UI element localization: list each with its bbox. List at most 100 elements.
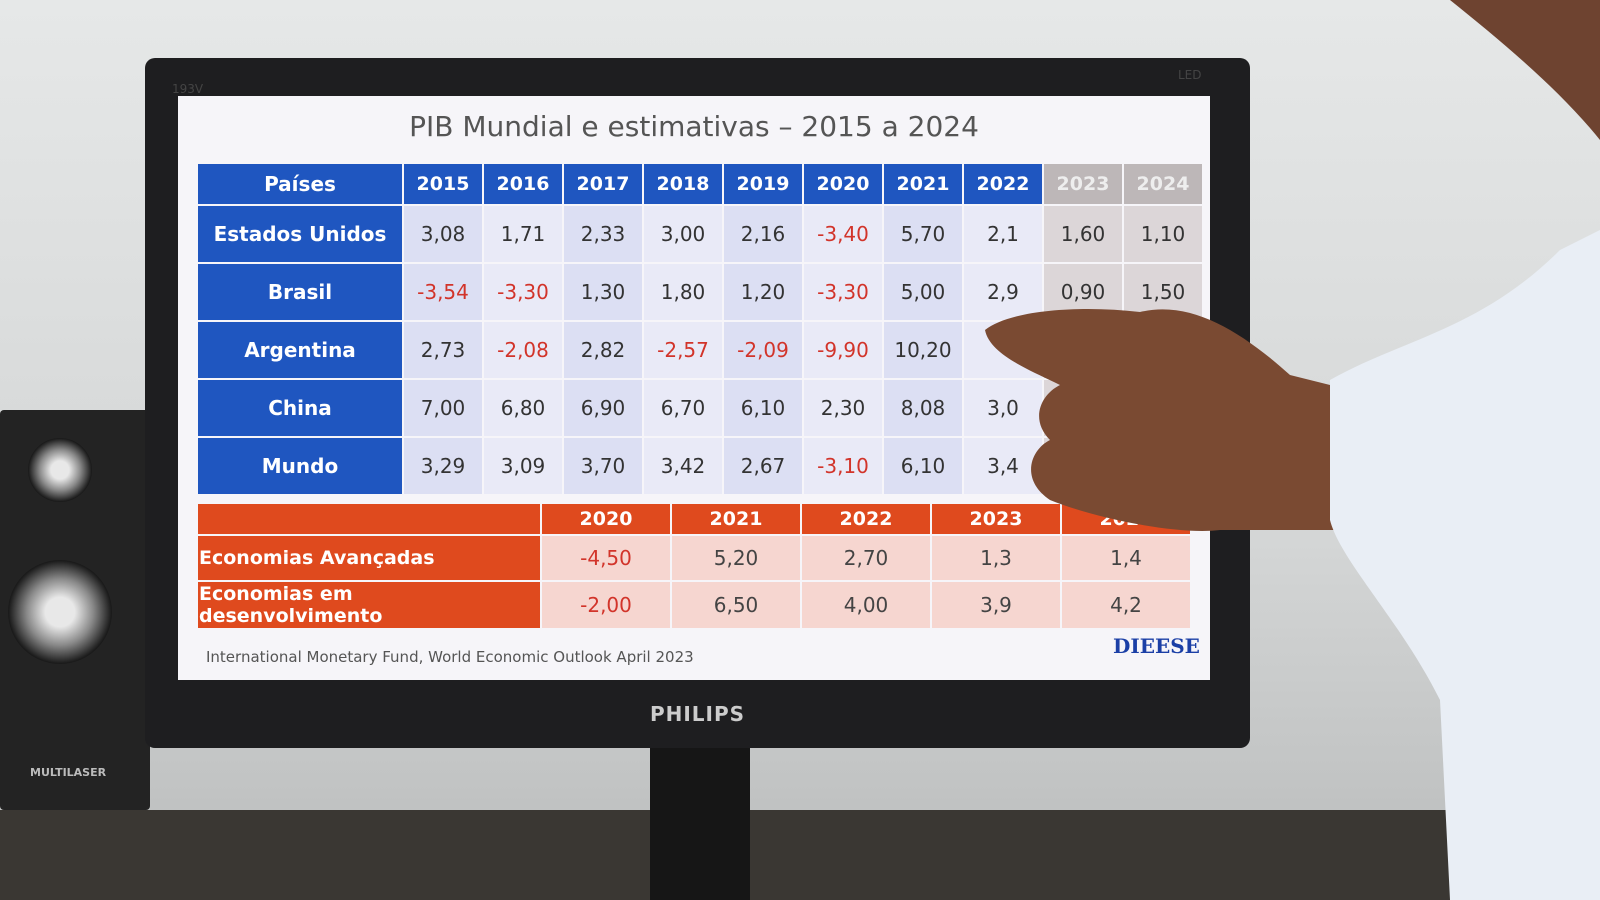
header-row: Países 2015 2016 2017 2018 2019 2020 2021 2022 20… xyxy=(198,164,1202,204)
gdp-cell: -2,09 xyxy=(724,322,802,378)
year-header: 2020 xyxy=(804,164,882,204)
gdp-cell: 7,00 xyxy=(404,380,482,436)
gdp-table: Países 2015 2016 2017 2018 2019 2020 2021 2022 20… xyxy=(196,162,1204,496)
gdp-cell: -9,90 xyxy=(804,322,882,378)
monitor-badge: LED xyxy=(1178,68,1202,82)
gdp-cell: -3,10 xyxy=(804,438,882,494)
gdp-cell: 6,10 xyxy=(884,438,962,494)
gdp-cell: 1,10 xyxy=(1124,206,1202,262)
gdp-cell: 6,10 xyxy=(724,380,802,436)
monitor-stand xyxy=(650,745,750,900)
gdp-cell: 2,30 xyxy=(804,380,882,436)
country-row: Estados Unidos 3,08 1,71 2,33 3,00 2,16 -3,40 5… xyxy=(198,206,1202,262)
speaker-brand: MULTILASER xyxy=(30,766,107,779)
year-header: 2022 xyxy=(802,504,930,534)
gdp-cell: 3,70 xyxy=(564,438,642,494)
gdp-cell: 3,00 xyxy=(644,206,722,262)
gdp-cell: -3,30 xyxy=(804,264,882,320)
gdp-cell: -2,00 xyxy=(542,582,670,628)
face xyxy=(1450,0,1600,140)
source-note: International Monetary Fund, World Econo… xyxy=(206,648,694,666)
gdp-cell: 1,80 xyxy=(644,264,722,320)
gdp-cell: 4,2 xyxy=(1062,582,1190,628)
economy-row: Economias Avançadas -4,50 5,20 2,70 1,3 1,4 xyxy=(198,536,1190,580)
speaker xyxy=(0,410,150,810)
gdp-cell: 6,80 xyxy=(484,380,562,436)
monitor-brand: PHILIPS xyxy=(649,702,746,726)
gdp-cell: 5,70 xyxy=(884,206,962,262)
speaker-tweeter xyxy=(28,438,92,502)
gdp-cell: 3,0 xyxy=(964,380,1042,436)
economy-label: Economias em desenvolvimento xyxy=(198,582,540,628)
year-header: 2018 xyxy=(644,164,722,204)
year-header: 2021 xyxy=(672,504,800,534)
hand xyxy=(985,309,1360,531)
gdp-cell: 4,00 xyxy=(802,582,930,628)
gdp-cell: 2,1 xyxy=(964,206,1042,262)
gdp-cell: 2,9 xyxy=(964,264,1042,320)
gdp-cell: -2,08 xyxy=(484,322,562,378)
gdp-cell: 3,08 xyxy=(404,206,482,262)
country-label: Brasil xyxy=(198,264,402,320)
gdp-cell: 3,9 xyxy=(932,582,1060,628)
gdp-cell: 2,73 xyxy=(404,322,482,378)
year-header: 2019 xyxy=(724,164,802,204)
gdp-cell: 6,50 xyxy=(672,582,800,628)
slide-title: PIB Mundial e estimativas – 2015 a 2024 xyxy=(409,110,979,143)
gdp-cell: 1,4 xyxy=(1062,536,1190,580)
gdp-cell: -3,40 xyxy=(804,206,882,262)
country-label: Estados Unidos xyxy=(198,206,402,262)
gdp-cell: -3,30 xyxy=(484,264,562,320)
economy-label: Economias Avançadas xyxy=(198,536,540,580)
gdp-cell: -2,57 xyxy=(644,322,722,378)
gdp-cell: 2,67 xyxy=(724,438,802,494)
year-header: 2023 xyxy=(932,504,1060,534)
year-header: 2024 xyxy=(1124,164,1202,204)
year-header: 2017 xyxy=(564,164,642,204)
slide: PIB Mundial e estimativas – 2015 a 2024 … xyxy=(178,96,1210,680)
year-header: 2023 xyxy=(1044,164,1122,204)
gdp-cell: 6,70 xyxy=(644,380,722,436)
gdp-cell: 6,90 xyxy=(564,380,642,436)
header-cell xyxy=(198,504,540,534)
gdp-cell: 3,09 xyxy=(484,438,562,494)
gdp-cell: 10,20 xyxy=(884,322,962,378)
economy-row: Economias em desenvolvimento -2,00 6,50 4,0… xyxy=(198,582,1190,628)
gdp-cell: 2,70 xyxy=(802,536,930,580)
shirt-sleeve xyxy=(1330,230,1600,900)
economies-table: 20202021202220232024Economias Avançadas-… xyxy=(196,502,1192,630)
gdp-cell: -3,54 xyxy=(404,264,482,320)
gdp-cell: 2,33 xyxy=(564,206,642,262)
gdp-cell: 5,00 xyxy=(884,264,962,320)
gdp-cell: 8,08 xyxy=(884,380,962,436)
gdp-cell: 1,30 xyxy=(564,264,642,320)
year-header: 2015 xyxy=(404,164,482,204)
year-header: 2021 xyxy=(884,164,962,204)
speaker-woofer xyxy=(8,560,112,664)
desk xyxy=(0,810,1600,900)
header-cell: Países xyxy=(198,164,402,204)
gdp-cell: -4,50 xyxy=(542,536,670,580)
gdp-cell: 2,16 xyxy=(724,206,802,262)
gdp-cell: 2,82 xyxy=(564,322,642,378)
gdp-cell: 3,4 xyxy=(964,438,1042,494)
year-header: 2022 xyxy=(964,164,1042,204)
country-label: Argentina xyxy=(198,322,402,378)
country-label: Mundo xyxy=(198,438,402,494)
gdp-cell: 1,60 xyxy=(1044,206,1122,262)
country-label: China xyxy=(198,380,402,436)
gdp-cell: 1,3 xyxy=(932,536,1060,580)
gdp-cell: 1,20 xyxy=(724,264,802,320)
gdp-cell: 3,42 xyxy=(644,438,722,494)
monitor-model: 193V xyxy=(172,82,204,96)
year-header: 2016 xyxy=(484,164,562,204)
gdp-cell: 5,20 xyxy=(672,536,800,580)
year-header: 2020 xyxy=(542,504,670,534)
country-row: Brasil -3,54 -3,30 1,30 1,80 1,20 -3,30 5,00 2,9… xyxy=(198,264,1202,320)
logo: DIEESE xyxy=(1113,634,1200,658)
gdp-cell: 3,29 xyxy=(404,438,482,494)
gdp-cell: 1,71 xyxy=(484,206,562,262)
